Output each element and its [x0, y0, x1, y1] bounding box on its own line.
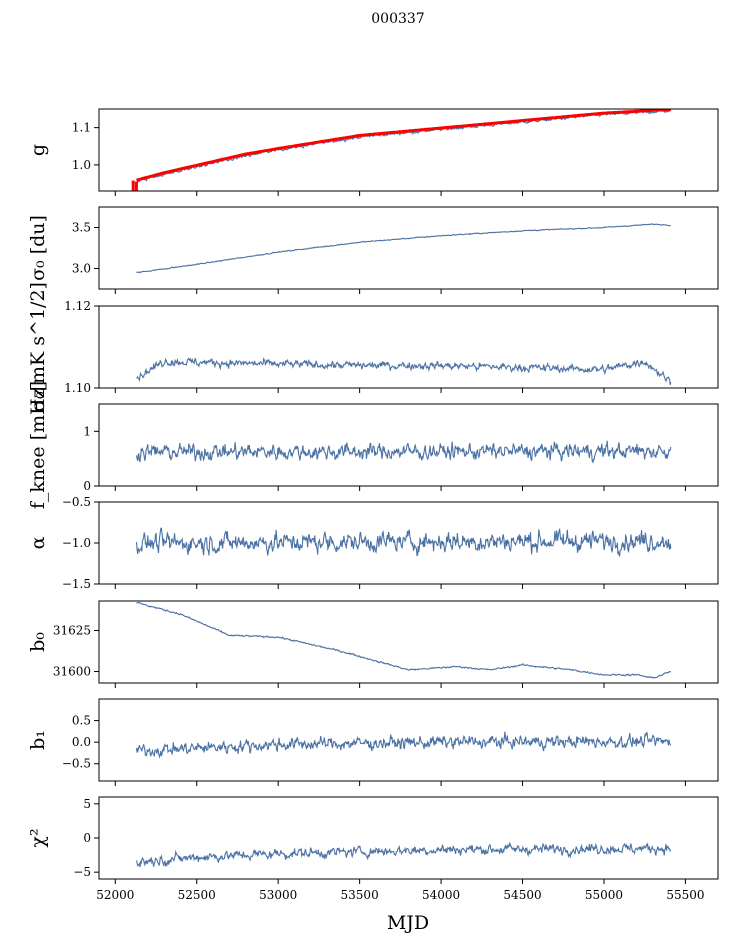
suptitle: 000337: [371, 11, 424, 27]
y-tick-label-fknee: 0: [83, 479, 91, 493]
y-axis-label-sigma0_mK: σ₀[mK s^1/2]: [27, 282, 49, 412]
y-tick-label-b1: 0.0: [72, 735, 91, 749]
y-tick-label-sigma0_du: 3.5: [72, 221, 91, 235]
y-tick-label-b0: 31625: [53, 624, 91, 638]
y-tick-label-alpha: −1.5: [62, 577, 91, 591]
panel-alpha: −1.5 −1.0 −0.5 α: [27, 495, 719, 591]
panel-sigma0_du: 3.0 3.5 σ₀ [du]: [27, 206, 719, 294]
panel-b1: −0.5 0.0 0.5 b₁: [27, 698, 719, 786]
x-tick-label: 54000: [422, 888, 460, 902]
y-tick-label-alpha: −1.0: [62, 536, 91, 550]
y-tick-label-chi2: 0: [83, 831, 91, 845]
y-tick-label-chi2: 5: [83, 797, 91, 811]
axes-frame-b1: [98, 698, 719, 782]
y-tick-label-alpha: −0.5: [62, 495, 91, 509]
x-tick-label: 53500: [341, 888, 379, 902]
x-axis-label: MJD: [387, 912, 429, 934]
y-axis-label-b1: b₁: [27, 730, 49, 750]
series-line-sigma0_du: [136, 223, 671, 274]
series-line-fknee: [135, 440, 672, 464]
axes-frame-g: [98, 108, 719, 192]
axes-frame-b0: [98, 600, 719, 684]
y-tick-label-sigma0_mK: 1.12: [64, 299, 91, 313]
series-line-chi2: [135, 841, 672, 868]
series-line-sigma0_mK: [136, 357, 672, 386]
y-tick-label-chi2: −5: [73, 865, 91, 879]
axes-frame-chi2: [98, 796, 719, 880]
x-tick-label: 53000: [259, 888, 297, 902]
axes-frame-sigma0_mK: [98, 305, 719, 389]
panel-sigma0_mK: 1.10 1.12 σ₀[mK s^1/2]: [27, 282, 719, 412]
panel-g: 1.0 1.1 g: [27, 108, 719, 196]
x-tick-label: 52500: [178, 888, 216, 902]
y-tick-label-sigma0_du: 3.0: [72, 262, 91, 276]
y-axis-label-g: g: [27, 144, 49, 156]
y-tick-label-sigma0_mK: 1.10: [64, 381, 91, 395]
series-line-b0: [136, 601, 672, 679]
panel-fknee: 0 1 f_knee [mHz]: [27, 381, 719, 509]
series-line-alpha: [135, 527, 672, 557]
y-tick-label-b0: 31600: [53, 665, 91, 679]
y-tick-label-b1: 0.5: [72, 714, 91, 728]
series-line-b1: [135, 731, 672, 759]
axes-frame-fknee: [98, 403, 719, 487]
x-tick-label: 55500: [666, 888, 704, 902]
x-tick-label: 52000: [96, 888, 134, 902]
fit-line-g: [136, 109, 671, 182]
y-axis-label-fknee: f_knee [mHz]: [27, 381, 49, 509]
y-tick-label-fknee: 1: [83, 424, 91, 438]
y-axis-label-sigma0_du: σ₀ [du]: [27, 215, 49, 281]
series-line-g: [136, 109, 672, 183]
panels-group: 1.0 1.1 g 3.0 3.5 σ₀ [du] 1.10 1.12 σ₀[mK s^1/2]…: [27, 108, 719, 902]
y-tick-label-b1: −0.5: [62, 757, 91, 771]
panel-chi2: −5 0 5 χ²: [27, 796, 719, 884]
y-axis-label-chi2: χ²: [27, 828, 49, 847]
y-tick-label-g: 1.0: [72, 158, 91, 172]
x-tick-label: 55000: [585, 888, 623, 902]
y-tick-label-g: 1.1: [72, 121, 91, 135]
y-axis-label-alpha: α: [27, 536, 49, 549]
panel-b0: 31600 31625 b₀: [27, 600, 719, 688]
axes-frame-sigma0_du: [98, 206, 719, 290]
x-tick-label: 54500: [503, 888, 541, 902]
y-axis-label-b0: b₀: [27, 632, 49, 652]
